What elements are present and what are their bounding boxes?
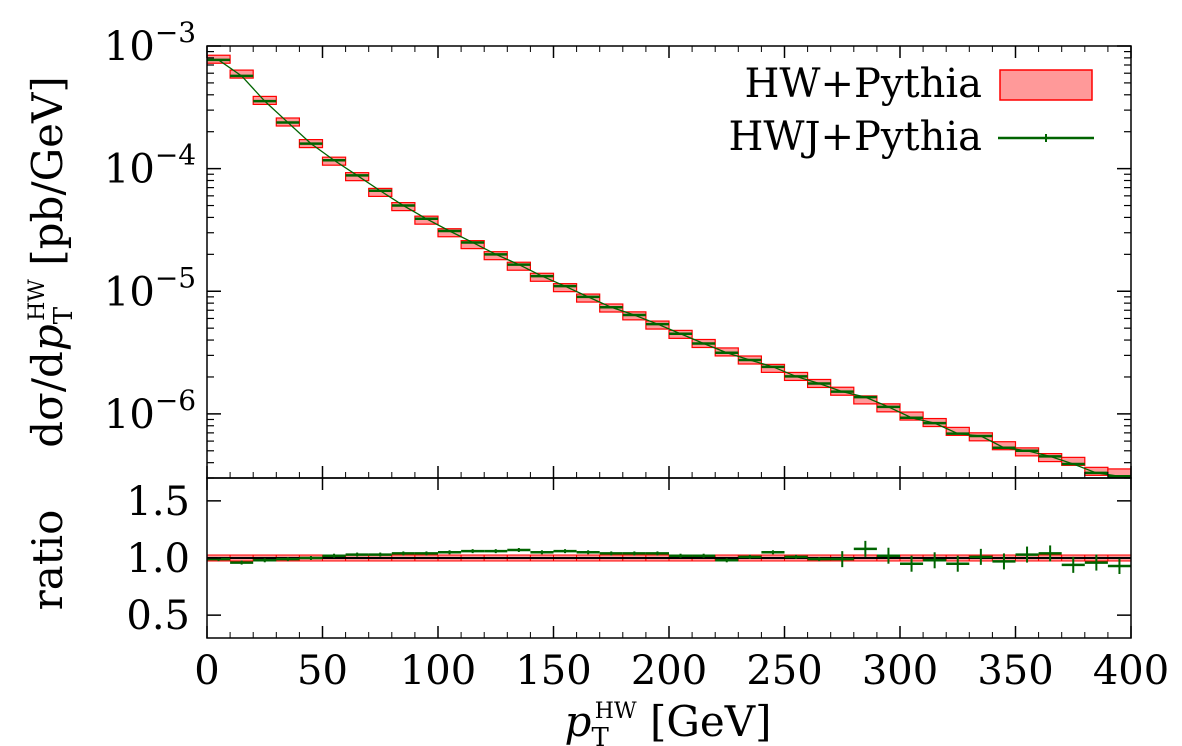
ratio-y-axis-title: ratio bbox=[23, 510, 72, 611]
hw-band-bin bbox=[1061, 456, 1086, 466]
hwj-line bbox=[218, 59, 1120, 477]
x-tick-label: 100 bbox=[400, 648, 476, 694]
x-tick-label: 350 bbox=[977, 648, 1053, 694]
hw-band-bin bbox=[552, 283, 578, 293]
hw-band-bin bbox=[437, 228, 462, 238]
x-tick-label: 300 bbox=[862, 648, 938, 694]
ratio-y-tick-label: 1.5 bbox=[126, 479, 190, 525]
x-tick-label: 250 bbox=[746, 648, 822, 694]
y-tick-label: 10−3 bbox=[104, 16, 196, 70]
ratio-y-tick-label: 0.5 bbox=[126, 593, 190, 639]
hw-band-bin bbox=[460, 240, 485, 250]
ratio-y-tick-label: 1.0 bbox=[126, 536, 190, 582]
x-tick-label: 200 bbox=[631, 648, 707, 694]
hw-band-bin bbox=[945, 426, 970, 436]
hw-band-bin bbox=[991, 441, 1017, 451]
ratio-plot-area bbox=[207, 540, 1131, 574]
main-plot-area bbox=[207, 54, 1131, 478]
x-axis-title: pTHW [GeV] bbox=[565, 697, 772, 746]
x-tick-label: 0 bbox=[194, 648, 219, 694]
main-panel: 10−3 10−4 10−5 10−6 dσ/dpTHW [pb/GeV] bbox=[23, 16, 1132, 479]
x-tick-label: 50 bbox=[297, 648, 348, 694]
y-tick-label: 10−4 bbox=[104, 139, 196, 193]
y-tick-label: 10−5 bbox=[104, 261, 196, 315]
hw-band-bin bbox=[760, 363, 786, 373]
legend-swatch-hw bbox=[999, 69, 1093, 101]
x-tick-label: 400 bbox=[1093, 648, 1169, 694]
hw-band-bin bbox=[368, 187, 393, 197]
x-tick-label: 150 bbox=[515, 648, 591, 694]
legend: HW+Pythia HWJ+Pythia bbox=[728, 61, 1094, 160]
hw-band-bin bbox=[414, 215, 439, 225]
hw-band-bin bbox=[229, 69, 254, 79]
hw-band-bin bbox=[483, 251, 508, 261]
y-tick-label: 10−6 bbox=[104, 384, 196, 438]
ratio-panel: 0.5 1.0 1.5 0 50 100 150 200 250 300 350 400 ratio pT… bbox=[23, 477, 1169, 746]
legend-label-hw: HW+Pythia bbox=[745, 61, 983, 107]
hw-band-bin bbox=[506, 261, 531, 271]
hw-band-bin bbox=[899, 411, 924, 421]
main-frame bbox=[206, 45, 1132, 479]
y-axis-title: dσ/dpTHW [pb/GeV] bbox=[23, 76, 79, 447]
legend-label-hwj: HWJ+Pythia bbox=[728, 114, 982, 160]
